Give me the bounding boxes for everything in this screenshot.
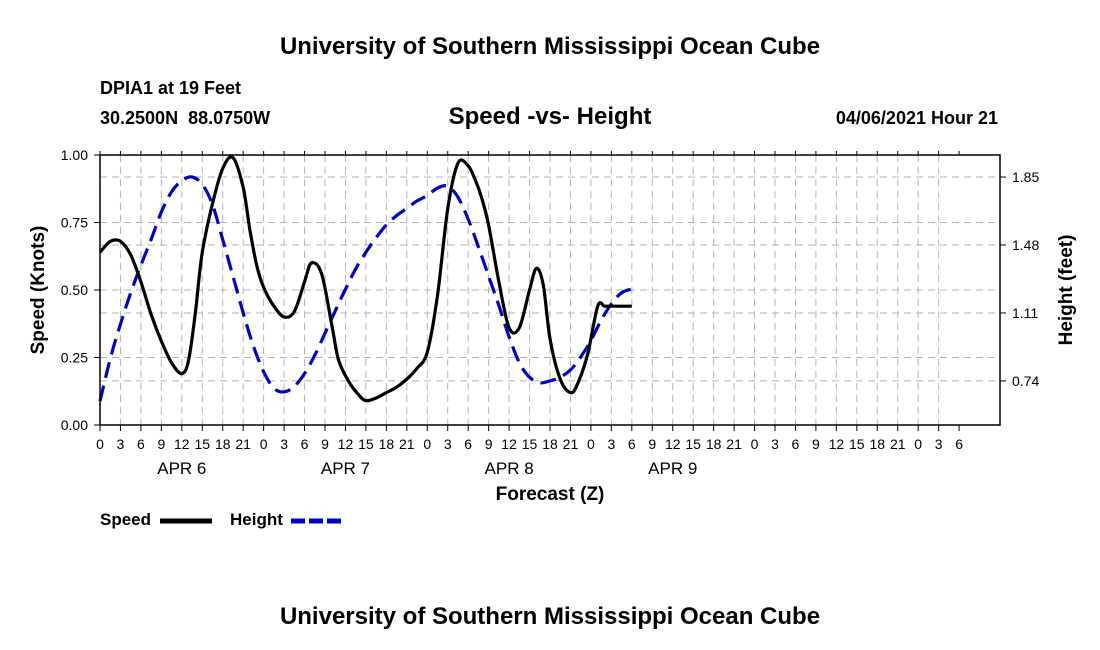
x-tick-label: 18 — [215, 436, 231, 452]
x-tick-label: 21 — [235, 436, 251, 452]
x-tick-label: 12 — [174, 436, 190, 452]
x-day-label: APR 9 — [648, 459, 697, 478]
x-tick-label: 15 — [358, 436, 374, 452]
x-tick-label: 15 — [522, 436, 538, 452]
x-axis-title: Forecast (Z) — [496, 484, 605, 505]
x-tick-label: 3 — [280, 436, 288, 452]
x-tick-label: 6 — [301, 436, 309, 452]
page-title: University of Southern Mississippi Ocean… — [280, 33, 820, 60]
station-coords: 30.2500N 88.0750W — [100, 108, 270, 128]
x-tick-label: 0 — [914, 436, 922, 452]
x-tick-label: 18 — [706, 436, 722, 452]
x-tick-label: 21 — [563, 436, 579, 452]
x-tick-label: 9 — [485, 436, 493, 452]
x-tick-label: 18 — [869, 436, 885, 452]
chart-title: Speed -vs- Height — [449, 103, 652, 130]
x-tick-label: 6 — [464, 436, 472, 452]
x-tick-label: 15 — [194, 436, 210, 452]
x-tick-label: 6 — [628, 436, 636, 452]
x-tick-label: 0 — [751, 436, 759, 452]
y2-tick-label: 1.48 — [1012, 237, 1039, 253]
x-tick-label: 3 — [607, 436, 615, 452]
x-tick-label: 21 — [890, 436, 906, 452]
y-axis-title: Speed (Knots) — [28, 226, 49, 355]
x-tick-label: 3 — [444, 436, 452, 452]
x-tick-label: 0 — [587, 436, 595, 452]
x-tick-label: 3 — [935, 436, 943, 452]
plot-series — [98, 155, 633, 403]
y-tick-label: 0.25 — [61, 350, 88, 366]
x-tick-label: 12 — [501, 436, 517, 452]
y-tick-label: 0.00 — [61, 417, 88, 433]
x-tick-label: 6 — [955, 436, 963, 452]
x-day-label: APR 7 — [321, 459, 370, 478]
series-line-height — [98, 175, 633, 402]
y2-tick-label: 1.11 — [1012, 305, 1038, 321]
axes: 0 3 6 9 12 15 18 21 0 3 6 9 12 15 18 21 0 3 6 9 12 15 18 21 0 3 6 9… — [61, 147, 1040, 478]
x-tick-label: 21 — [399, 436, 415, 452]
x-tick-label: 0 — [96, 436, 104, 452]
y-tick-label: 0.75 — [61, 215, 88, 231]
x-tick-label: 9 — [812, 436, 820, 452]
forecast-timestamp: 04/06/2021 Hour 21 — [836, 108, 998, 128]
x-tick-label: 3 — [117, 436, 125, 452]
x-tick-label: 18 — [379, 436, 395, 452]
x-tick-label: 9 — [648, 436, 656, 452]
grid-lines — [100, 155, 1000, 425]
x-tick-label: 15 — [685, 436, 701, 452]
x-day-label: APR 6 — [157, 459, 206, 478]
x-tick-label: 18 — [542, 436, 558, 452]
y2-tick-label: 0.74 — [1012, 373, 1039, 389]
x-tick-label: 9 — [157, 436, 165, 452]
legend-label-height: Height — [230, 510, 283, 529]
y2-tick-label: 1.85 — [1012, 169, 1039, 185]
station-label: DPIA1 at 19 Feet — [100, 78, 241, 98]
x-day-label: APR 8 — [485, 459, 534, 478]
x-tick-label: 0 — [423, 436, 431, 452]
y-tick-label: 1.00 — [61, 147, 88, 163]
x-tick-label: 6 — [792, 436, 800, 452]
x-tick-label: 6 — [137, 436, 145, 452]
footer-title: University of Southern Mississippi Ocean… — [280, 603, 820, 630]
x-tick-label: 21 — [726, 436, 742, 452]
x-tick-label: 12 — [829, 436, 845, 452]
series-line-speed — [98, 155, 632, 403]
legend: Speed Height — [100, 510, 343, 529]
x-tick-label: 3 — [771, 436, 779, 452]
x-tick-label: 12 — [665, 436, 681, 452]
x-tick-label: 9 — [321, 436, 329, 452]
x-tick-label: 15 — [849, 436, 865, 452]
legend-label-speed: Speed — [100, 510, 151, 529]
y-tick-label: 0.50 — [61, 282, 88, 298]
x-tick-label: 12 — [338, 436, 354, 452]
x-tick-label: 0 — [260, 436, 268, 452]
y2-axis-title: Height (feet) — [1056, 235, 1077, 346]
